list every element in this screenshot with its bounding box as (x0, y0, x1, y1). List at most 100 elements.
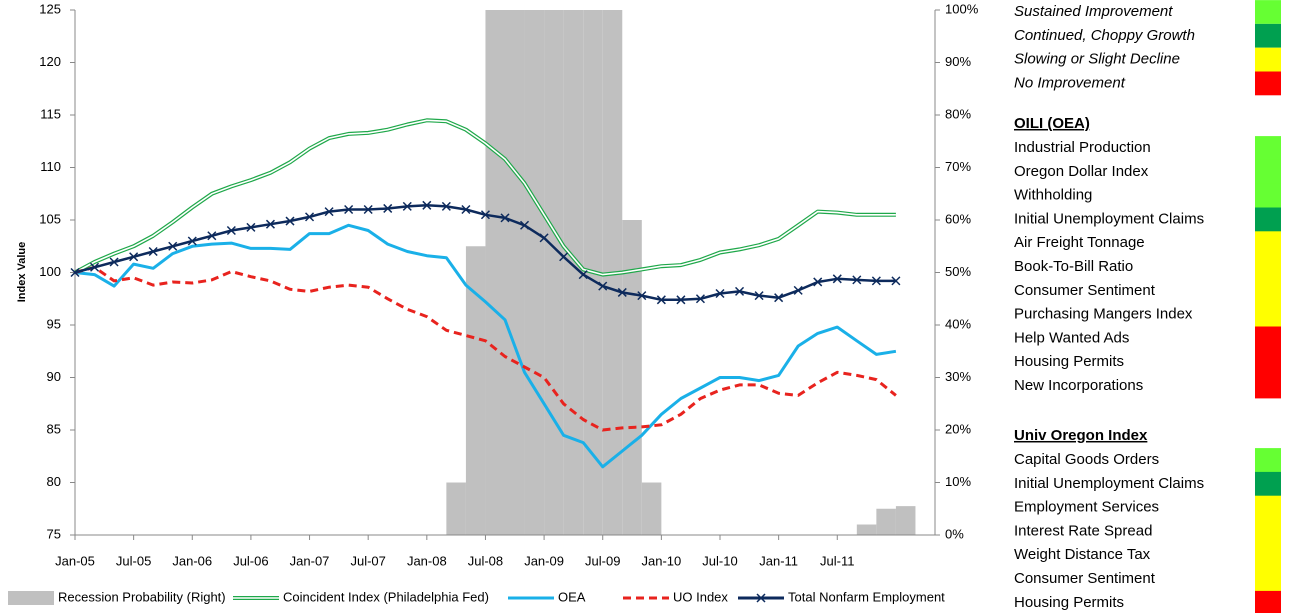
status-swatch (1255, 519, 1281, 544)
x-tick-label: Jan-11 (759, 553, 798, 568)
x-tick-label: Jul-08 (468, 553, 503, 568)
status-swatch (1255, 231, 1281, 256)
marker (676, 295, 686, 305)
line-inner (74, 119, 896, 276)
recession-bar (485, 10, 505, 535)
marker (422, 200, 432, 210)
y2-tick-label: 30% (945, 369, 971, 384)
x-tick-label: Jan-09 (524, 553, 564, 568)
key-label: No Improvement (1014, 74, 1126, 91)
status-swatch (1255, 471, 1281, 497)
x-tick-label: Jul-05 (116, 553, 151, 568)
legend-label: Total Nonfarm Employment (788, 589, 945, 604)
marker (480, 210, 490, 220)
indicator-label: Initial Unemployment Claims (1014, 475, 1204, 492)
indicator-label: Initial Unemployment Claims (1014, 210, 1204, 227)
y-axis-title: Index Value (16, 242, 28, 303)
y-tick-label: 110 (40, 159, 61, 174)
marker (793, 285, 803, 295)
y2-tick-label: 50% (945, 264, 971, 279)
marker (461, 204, 471, 215)
status-swatch (1255, 567, 1281, 592)
marker (656, 295, 666, 305)
recession-bar (505, 10, 525, 535)
marker (168, 241, 178, 251)
status-swatch (1255, 255, 1281, 280)
marker (539, 233, 549, 243)
status-swatch (1255, 326, 1281, 351)
key-swatch (1255, 0, 1281, 24)
marker (90, 262, 100, 272)
marker (637, 291, 647, 301)
y-tick-label: 95 (47, 316, 61, 331)
marker (148, 246, 158, 257)
y-tick-label: 115 (40, 106, 61, 121)
y2-tick-label: 80% (945, 106, 971, 121)
marker (871, 276, 881, 286)
line (74, 265, 897, 432)
legend: Recession Probability (Right) Coincident … (8, 589, 945, 605)
legend-label: UO Index (673, 589, 728, 604)
marker (383, 203, 393, 213)
indicator-label: Housing Permits (1014, 594, 1124, 611)
marker (207, 231, 217, 241)
y2-tick-label: 20% (945, 421, 971, 436)
marker (324, 207, 334, 217)
marker (285, 216, 295, 226)
recession-bar (895, 506, 916, 535)
y-tick-label: 125 (39, 1, 61, 16)
recession-bar (856, 524, 877, 535)
x-tick-label: Jul-10 (702, 553, 737, 568)
recession-bar (622, 220, 642, 535)
marker (129, 252, 139, 262)
key-swatch (1255, 23, 1281, 48)
marker (500, 213, 510, 223)
indicator-label: Purchasing Mangers Index (1014, 306, 1193, 323)
y2-tick-label: 70% (945, 159, 971, 174)
indicator-label: Capital Goods Orders (1014, 451, 1159, 468)
y2-tick-label: 10% (945, 474, 971, 489)
x-tick-label: Jul-11 (820, 553, 854, 568)
group-title: OILI (OEA) (1014, 115, 1090, 132)
y-tick-label: 80 (47, 474, 61, 489)
marker (363, 204, 373, 215)
marker (226, 225, 236, 236)
indicator-label: Air Freight Tonnage (1014, 234, 1145, 251)
legend-label: Coincident Index (Philadelphia Fed) (283, 589, 489, 604)
marker (754, 291, 764, 301)
legend-swatch (8, 591, 54, 605)
status-swatch (1255, 448, 1281, 473)
indicator-label: Industrial Production (1014, 139, 1151, 156)
marker (344, 204, 354, 215)
recession-bar (876, 508, 896, 535)
x-tick-label: Jul-09 (585, 553, 620, 568)
key-label: Sustained Improvement (1014, 3, 1173, 20)
marker (187, 236, 197, 246)
y-tick-label: 90 (47, 369, 61, 384)
x-tick-label: Jan-07 (290, 553, 330, 568)
marker (559, 252, 569, 262)
y2-tick-label: 60% (945, 211, 971, 226)
legend-label: OEA (558, 589, 586, 604)
group-title: Univ Oregon Index (1014, 427, 1148, 444)
recession-bar (465, 246, 486, 535)
indicator-panel: Sustained Improvement Continued, Choppy G… (1014, 0, 1281, 613)
indicator-label: Consumer Sentiment (1014, 570, 1156, 587)
y2-tick-label: 40% (945, 316, 971, 331)
x-tick-label: Jan-06 (172, 553, 212, 568)
marker (520, 220, 530, 230)
legend-marker (756, 593, 766, 603)
y-tick-label: 105 (39, 211, 61, 226)
recession-bar (641, 482, 662, 535)
marker (695, 294, 705, 304)
indicator-label: Employment Services (1014, 499, 1159, 516)
marker (598, 281, 608, 291)
marker (578, 270, 588, 280)
marker (813, 277, 823, 287)
marker (774, 293, 784, 303)
marker (735, 286, 745, 296)
indicator-label: Interest Rate Spread (1014, 522, 1152, 539)
status-swatch (1255, 183, 1281, 208)
status-swatch (1255, 495, 1281, 520)
